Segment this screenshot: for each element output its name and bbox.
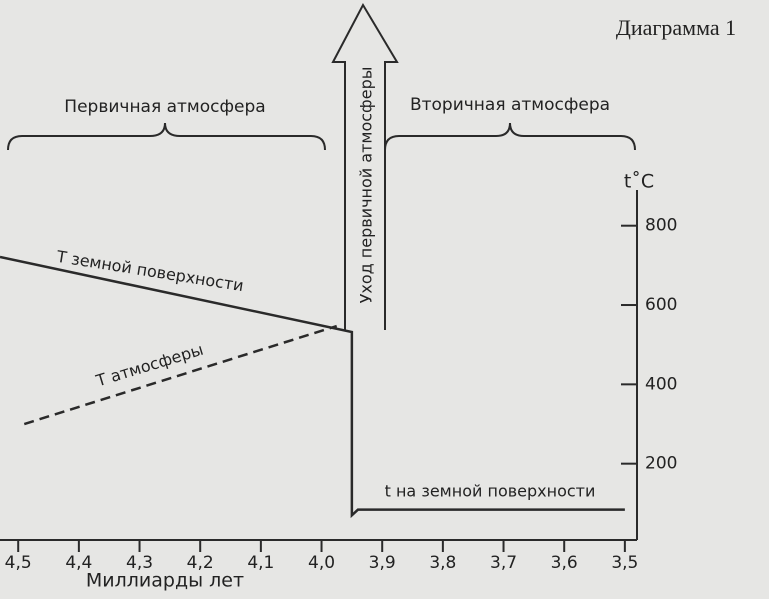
y-tick-label: 200 xyxy=(645,454,677,474)
y-tick-label: 600 xyxy=(645,295,677,315)
x-tick-label: 4,5 xyxy=(5,553,32,573)
annotation: t на земной поверхности xyxy=(385,482,596,501)
x-tick-label: 4,3 xyxy=(126,553,153,573)
series-line xyxy=(0,255,625,519)
escape-arrow xyxy=(331,2,399,330)
x-tick-label: 4,4 xyxy=(65,553,92,573)
series-line xyxy=(23,324,338,426)
y-tick-label: 400 xyxy=(645,374,677,394)
x-tick-label: 3,8 xyxy=(429,553,456,573)
brace-secondary xyxy=(384,122,636,151)
y-axis-title: t˚C xyxy=(624,171,654,193)
x-tick-label: 4,1 xyxy=(247,553,274,573)
y-tick-label: 800 xyxy=(645,216,677,236)
annotation: Первичная атмосфера xyxy=(64,97,265,117)
annotation: Вторичная атмосфера xyxy=(410,95,610,115)
x-tick-label: 4,2 xyxy=(187,553,214,573)
x-tick-label: 4,0 xyxy=(308,553,335,573)
annotation: Уход первичной атмосферы xyxy=(357,67,376,304)
x-tick-label: 3,9 xyxy=(369,553,396,573)
x-axis-title: Миллиарды лет xyxy=(86,570,244,592)
brace-primary xyxy=(7,122,326,151)
chart-title: Диаграмма 1 xyxy=(616,15,736,40)
x-tick-label: 3,6 xyxy=(551,553,578,573)
x-tick-label: 3,7 xyxy=(490,553,517,573)
x-tick-label: 3,5 xyxy=(611,553,638,573)
